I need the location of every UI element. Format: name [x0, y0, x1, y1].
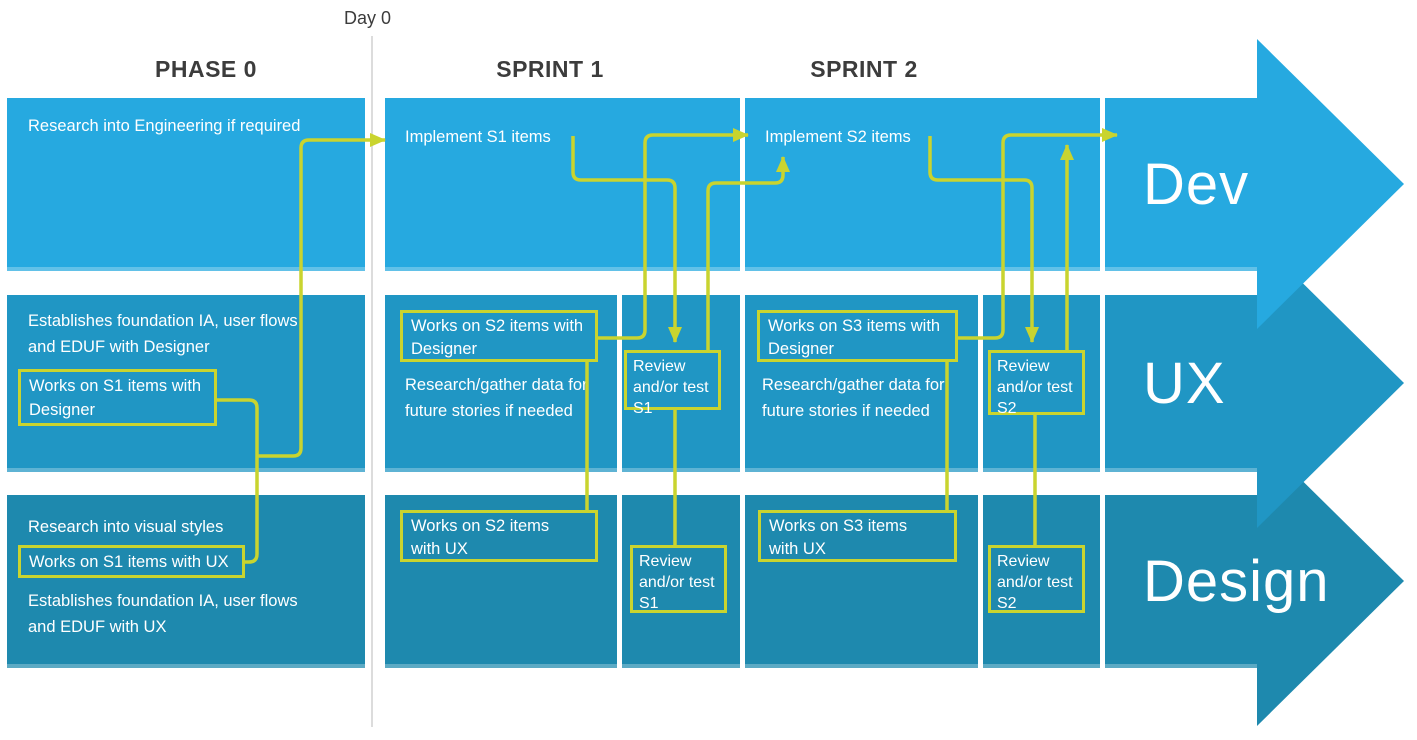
ux-sprint2-review-label: Review and/or test S2 [997, 358, 1073, 417]
design-label-cell [1105, 495, 1257, 668]
ux-sprint2-task-label: Works on S3 items with Designer [768, 317, 941, 358]
ux-phase0-text: Establishes foundation IA, user flows an… [28, 312, 298, 356]
design-sprint1-review-box: Review and/or test S1 [630, 545, 727, 613]
design-lane-label: Design [1143, 549, 1330, 614]
ux-sprint1-task-box: Works on S2 items with Designer [400, 310, 598, 362]
design-phase0-text2: Establishes foundation IA, user flows an… [28, 592, 298, 636]
heading-sprint2: SPRINT 2 [810, 56, 918, 82]
design-phase0-text1: Research into visual styles [28, 518, 224, 536]
design-sprint2-task-label: Works on S3 items with UX [769, 517, 908, 558]
ux-phase0-task-label: Works on S1 items with Designer [29, 377, 202, 419]
ux-label-cell [1105, 295, 1257, 472]
ux-sprint1-research-text: Research/gather data for future stories … [405, 376, 588, 420]
ux-sprint2-research-text: Research/gather data for future stories … [762, 376, 945, 420]
design-sprint1-task-box: Works on S2 items with UX [400, 510, 598, 562]
design-sprint1-cell [385, 495, 617, 668]
dev-sprint1-text: Implement S1 items [405, 128, 551, 146]
ux-sprint1-review-label: Review and/or test S1 [633, 358, 709, 417]
day0-label: Day 0 [344, 8, 392, 28]
design-sprint2-review-cell [983, 495, 1100, 668]
ux-lane-label: UX [1143, 351, 1226, 416]
ux-sprint1-task-label: Works on S2 items with Designer [411, 317, 584, 358]
dev-lane-label: Dev [1143, 152, 1250, 217]
dev-sprint2-text: Implement S2 items [765, 128, 911, 146]
heading-sprint1: SPRINT 1 [496, 56, 604, 82]
design-sprint2-task-box: Works on S3 items with UX [758, 510, 957, 562]
dev-phase0-text: Research into Engineering if required [28, 117, 301, 135]
ux-sprint2-review-box: Review and/or test S2 [988, 350, 1085, 417]
design-phase0-task-box: Works on S1 items with UX [18, 545, 245, 578]
design-phase0-cell [7, 495, 365, 668]
ux-sprint2-task-box: Works on S3 items with Designer [757, 310, 958, 362]
ux-phase0-task-box: Works on S1 items with Designer [18, 369, 217, 426]
design-sprint1-review-label: Review and/or test S1 [639, 553, 715, 612]
design-sprint1-review-cell [622, 495, 740, 668]
dev-label-cell [1105, 98, 1257, 271]
design-sprint1-task-label: Works on S2 items with UX [411, 517, 550, 558]
design-phase0-task-label: Works on S1 items with UX [29, 553, 229, 571]
day0-timeline-line [371, 36, 373, 727]
design-sprint2-cell [745, 495, 978, 668]
heading-phase0: PHASE 0 [155, 56, 257, 82]
design-sprint2-review-box: Review and/or test S2 [988, 545, 1085, 613]
ux-sprint1-review-box: Review and/or test S1 [624, 350, 721, 417]
design-sprint2-review-label: Review and/or test S2 [997, 553, 1073, 612]
